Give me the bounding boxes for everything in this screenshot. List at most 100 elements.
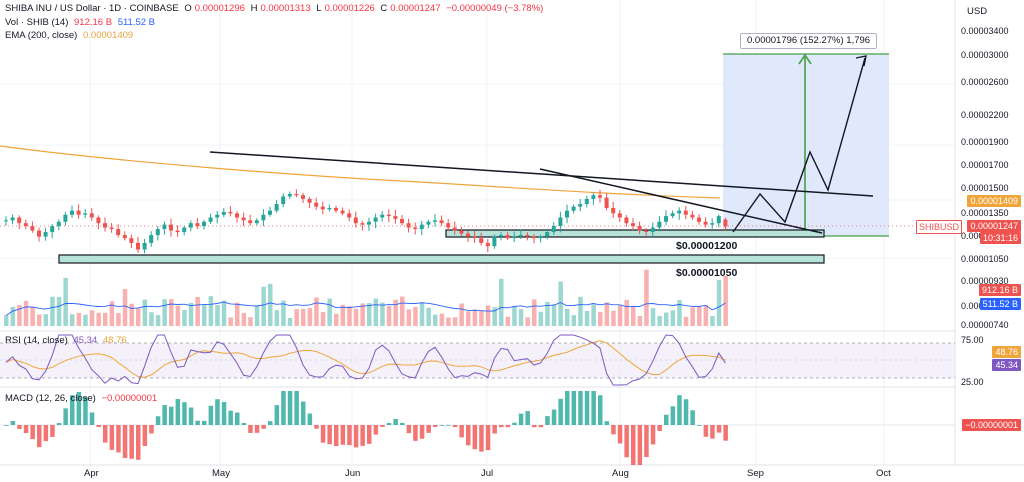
volume-bar <box>426 307 431 326</box>
macd-bar <box>228 410 233 425</box>
macd-bar <box>261 425 266 429</box>
projection-label: 0.00001796 (152.27%) 1,796 <box>740 33 878 49</box>
volume-bar <box>631 306 636 326</box>
projection-box[interactable] <box>723 54 889 236</box>
macd-bar <box>103 425 108 443</box>
trendline-short[interactable] <box>539 168 823 234</box>
rsi-ma-badge: 48.76 <box>992 346 1021 358</box>
volume-bar <box>149 312 154 326</box>
candle-body <box>512 236 517 239</box>
legend-open: 0.00001296 <box>194 3 245 14</box>
macd-bar <box>591 391 596 425</box>
macd-bar <box>598 395 603 425</box>
volume-bar <box>452 317 458 326</box>
legend-rsi-value: 45.34 <box>73 335 98 346</box>
volume-bar <box>624 299 629 326</box>
candle-body <box>499 235 503 237</box>
macd-bar <box>373 425 379 435</box>
candles <box>4 189 728 254</box>
macd-bar <box>195 420 200 425</box>
candle-body <box>538 236 543 239</box>
macd-bar <box>499 425 504 428</box>
volume-bar <box>96 312 101 326</box>
time-tick-aug: Aug <box>612 468 629 479</box>
volume-bar <box>136 308 141 326</box>
volume-bar <box>545 301 550 326</box>
candle-body <box>419 224 424 230</box>
volume-bar <box>314 297 319 326</box>
macd-histogram <box>4 391 728 465</box>
volume-bar <box>703 305 709 326</box>
candle-body <box>591 195 596 199</box>
candle-body <box>129 238 134 243</box>
legend-ema-label: EMA (200, close) <box>5 30 78 41</box>
price-tick: 0.00001050 <box>961 254 1009 264</box>
volume-bar <box>195 296 200 326</box>
candle-body <box>76 210 81 215</box>
candle-body <box>17 217 22 224</box>
candle-body <box>373 217 378 222</box>
candle-body <box>228 212 233 214</box>
volume-bar <box>380 302 385 326</box>
volume-bar <box>716 279 722 326</box>
candle-body <box>162 224 167 230</box>
candle-body <box>175 230 180 233</box>
macd-bar <box>17 425 22 430</box>
candle-body <box>683 210 688 215</box>
volume-bar <box>710 315 715 326</box>
volume-bar <box>182 310 187 326</box>
volume-bar <box>393 299 398 326</box>
candle-body <box>670 213 675 217</box>
macd-bar <box>631 425 636 465</box>
legend-rsi-ma-value: 48.76 <box>102 335 127 346</box>
candle-body <box>571 206 576 211</box>
candle-body <box>439 220 444 224</box>
countdown-badge: 10:31:16 <box>979 232 1021 244</box>
candle-body <box>578 204 583 207</box>
macd-bar <box>479 425 484 452</box>
candle-body <box>584 198 589 205</box>
volume-bars <box>4 269 728 326</box>
macd-bar <box>215 399 220 425</box>
candle-body <box>433 220 437 222</box>
volume-bar <box>274 310 280 326</box>
candle-body <box>202 221 206 227</box>
legend-h-label: H <box>250 3 258 14</box>
candle-body <box>380 214 385 218</box>
macd-bar <box>710 425 715 439</box>
macd-bar <box>63 408 68 425</box>
volume-bar <box>571 315 577 326</box>
macd-bar <box>367 425 372 444</box>
candle-body <box>37 230 41 237</box>
macd-bar <box>703 425 709 437</box>
volume-bar <box>466 311 471 326</box>
trendline-long[interactable] <box>209 151 874 197</box>
support-zone-lower[interactable] <box>58 254 825 264</box>
macd-bar <box>558 398 563 425</box>
volume-bar <box>281 300 286 326</box>
macd-bar <box>466 425 471 446</box>
candle-body <box>188 223 193 228</box>
support-zone-upper[interactable] <box>445 229 825 238</box>
macd-bar <box>43 425 49 442</box>
volume-bar <box>17 305 22 326</box>
candle-body <box>307 198 312 203</box>
macd-bar <box>294 391 299 425</box>
candle-body <box>208 217 213 222</box>
candle-body <box>690 214 695 218</box>
macd-bar <box>386 423 392 425</box>
legend-symbol: SHIBA INU / US Dollar · 1D · COINBASE <box>5 3 179 14</box>
macd-bar <box>221 401 227 425</box>
macd-bar <box>122 425 128 458</box>
candle-body <box>386 214 391 217</box>
volume-bar <box>188 302 194 326</box>
volume-bar <box>479 310 484 326</box>
volume-bar <box>617 305 623 326</box>
volume-bar <box>254 306 260 326</box>
volume-bar <box>116 313 121 326</box>
candle-body <box>360 223 365 225</box>
volume-bar <box>70 314 75 326</box>
volume-bar <box>221 300 227 326</box>
candle-body <box>353 217 358 224</box>
